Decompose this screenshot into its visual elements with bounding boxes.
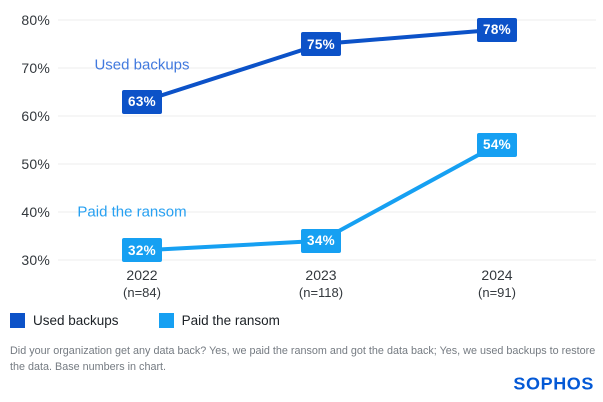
x-axis-category-label: 2024 (n=91) [442,266,552,301]
category-year: 2022 [126,267,158,283]
legend-swatch-paid-the-ransom [158,313,174,328]
legend-swatch-used-backups [10,313,25,328]
y-axis-tick-label: 50% [21,156,50,172]
data-label: 54% [477,132,517,157]
category-base-number: (n=91) [478,285,516,300]
x-axis-category-label: 2022 (n=84) [87,266,197,301]
y-axis-tick-label: 70% [21,60,50,76]
category-base-number: (n=118) [298,285,344,300]
legend-label: Used backups [33,313,119,328]
category-year: 2024 [481,267,513,283]
sophos-logo: SOPHOS [513,374,594,394]
series-annotation-paid-the-ransom: Paid the ransom [77,203,187,221]
y-axis-tick-label: 30% [21,252,50,268]
category-base-number: (n=84) [123,285,161,300]
data-label: 63% [122,89,162,114]
legend-item-used-backups: Used backups [10,313,119,328]
survey-question-footnote: Did your organization get any data back?… [10,345,596,373]
y-axis-tick-label: 80% [21,12,50,28]
x-axis-category-label: 2023 (n=118) [266,266,376,301]
category-year: 2023 [305,267,337,283]
data-label: 78% [477,17,517,42]
data-label: 34% [301,228,341,253]
data-label: 32% [122,238,162,263]
legend-item-paid-the-ransom: Paid the ransom [158,313,280,328]
legend: Used backups Paid the ransom [10,313,320,328]
data-label: 75% [301,32,341,56]
y-axis-tick-label: 60% [21,108,50,124]
legend-label: Paid the ransom [181,313,280,328]
y-axis-tick-label: 40% [21,204,50,220]
series-annotation-used-backups: Used backups [94,56,190,74]
